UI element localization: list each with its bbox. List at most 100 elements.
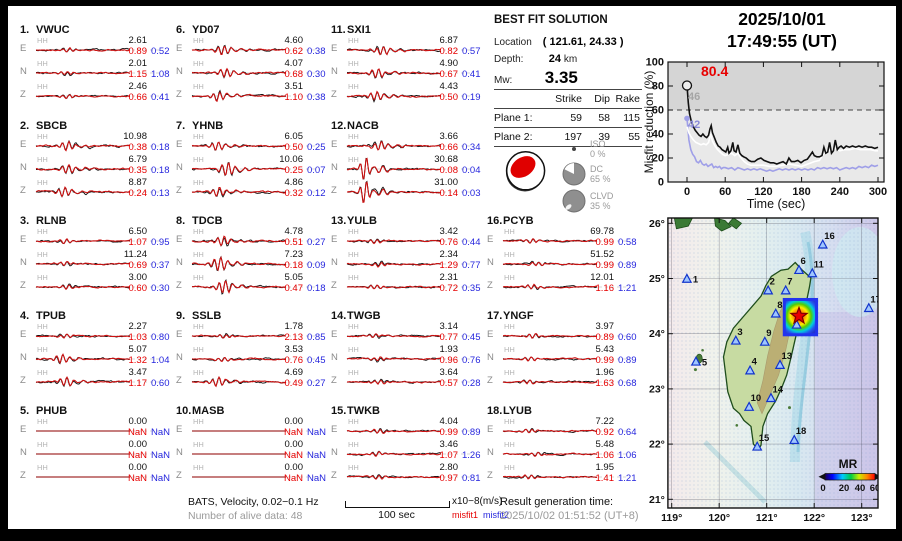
misfit2-value: 0.37 <box>151 260 170 271</box>
amplitude-value: 1.95 <box>595 462 615 473</box>
component-label: E <box>487 329 494 340</box>
location-row: Location ( 121.61, 24.33 ) <box>494 36 624 48</box>
component-label: E <box>20 43 27 54</box>
station-number: 3. <box>20 215 30 227</box>
component-label: E <box>20 329 27 340</box>
station-block: 12.NACB E HH 3.66 0.66 0.34 N HH 30.68 0… <box>331 120 483 208</box>
svg-text:23°: 23° <box>649 383 665 395</box>
misfit2-value: 0.45 <box>462 332 481 343</box>
component-label: E <box>20 139 27 150</box>
station-number: 15. <box>331 405 347 417</box>
station-number: 6. <box>176 24 186 36</box>
misfit1-value: 0.67 <box>439 69 459 80</box>
svg-text:120°: 120° <box>708 512 730 524</box>
misfit1-value: 0.47 <box>284 283 304 294</box>
amplitude-value: 4.78 <box>284 226 304 237</box>
waveform-plot <box>35 139 162 152</box>
station-name: SBCB <box>36 120 68 132</box>
misfit2-value: 1.21 <box>618 473 637 484</box>
table-header-row: Strike Dip Rake <box>494 91 642 107</box>
station-block: 10.MASB E HH 0.00 NaN NaN N HH 0.00 NaN … <box>176 405 328 493</box>
misfit2-value: 0.18 <box>307 283 326 294</box>
depth-row: Depth: 24 km <box>494 53 577 65</box>
y-axis-label: Misfit reduction (%) <box>644 71 656 174</box>
misfit2-value: 0.18 <box>151 165 170 176</box>
channel-label: HH <box>348 463 359 472</box>
svg-text:40: 40 <box>652 129 664 141</box>
map-grid <box>667 218 878 508</box>
waveform-plot <box>191 375 318 388</box>
amplitude-value: 2.27 <box>128 321 148 332</box>
rake-header: Rake <box>615 93 640 105</box>
waveform-plot <box>502 237 629 244</box>
clvd-name: CLVD <box>590 190 614 201</box>
mr-colorbar: MR 0 20 40 60 <box>818 457 879 494</box>
channel-label: HH <box>193 463 204 472</box>
purple-count-label: 42 <box>688 119 700 131</box>
station-name: NACB <box>347 120 379 132</box>
svg-text:22°: 22° <box>649 439 665 451</box>
station-header: 5. PHUB <box>20 405 172 420</box>
event-time: 17:49:55 (UT) <box>727 31 837 51</box>
misfit2-value: 0.60 <box>618 332 637 343</box>
channel-label: HH <box>348 155 359 164</box>
waveform-plot <box>346 450 473 458</box>
misfit2-value: 1.26 <box>462 450 481 461</box>
misfit1-value: 0.77 <box>439 332 459 343</box>
station-number: 14. <box>331 310 347 322</box>
component-label: Z <box>331 89 337 100</box>
misfit2-value: 0.03 <box>462 188 481 199</box>
misfit2-value: 0.41 <box>151 92 170 103</box>
misfit-purple <box>686 118 879 173</box>
trace-row: E HH 2.61 0.89 0.52 <box>20 35 172 62</box>
trace-row: N HH 3.53 0.76 0.45 <box>176 344 328 371</box>
waveform-plot <box>191 162 318 177</box>
amplitude-value: 5.07 <box>128 344 148 355</box>
misfit1-value: 0.66 <box>128 92 148 103</box>
station-name: SSLB <box>192 310 222 322</box>
station-header: 9. SSLB <box>176 310 328 325</box>
svg-text:24°: 24° <box>649 328 665 340</box>
station-triangle <box>791 319 802 329</box>
channel-label: HH <box>37 440 48 449</box>
clvd-item: CLVD 35 % <box>562 187 646 214</box>
amplitude-value: 7.23 <box>284 249 304 260</box>
misfit1-value: 0.57 <box>439 378 459 389</box>
channel-label: HH <box>348 273 359 282</box>
svg-text:180: 180 <box>792 186 810 198</box>
focal-mechanism-beachball <box>505 151 546 192</box>
amplitude-value: 3.00 <box>128 272 148 283</box>
misfit1-value: 1.17 <box>128 378 148 389</box>
channel-label: HH <box>348 322 359 331</box>
component-label: Z <box>331 375 337 386</box>
channel-label: HH <box>193 417 204 426</box>
waveform-plot <box>502 474 629 480</box>
channel-label: HH <box>504 417 515 426</box>
location-label: Location <box>494 37 532 48</box>
trace-row: E HH 6.87 0.82 0.57 <box>331 35 483 62</box>
svg-text:26°: 26° <box>649 218 665 230</box>
misfit1-value: NaN <box>127 450 147 461</box>
station-name: PCYB <box>503 215 534 227</box>
channel-label: HH <box>37 227 48 236</box>
channel-label: HH <box>37 82 48 91</box>
misfit1-value: NaN <box>127 473 147 484</box>
trace-row: E HH 6.50 1.07 0.95 <box>20 226 172 253</box>
station-name: TWKB <box>347 405 380 417</box>
waveform-plot <box>346 378 473 385</box>
station-name: SXI1 <box>347 24 371 36</box>
channel-label: HH <box>348 36 359 45</box>
station-block: 5. PHUB E HH 0.00 NaN NaN N HH 0.00 NaN N… <box>20 405 172 493</box>
component-label: N <box>20 257 27 268</box>
amplitude-units: x10−8(m/s) <box>452 496 503 507</box>
amplitude-value: 2.31 <box>439 272 459 283</box>
map-body: 1 2 3 4 5 67 8 9 10 11 13 14 15 16 17 18 MR 0 20 40 60 <box>667 218 879 508</box>
amplitude-value: 3.42 <box>439 226 459 237</box>
component-label: N <box>176 66 183 77</box>
misfit2-value: 0.04 <box>462 165 481 176</box>
mountain-ridge <box>756 302 791 415</box>
misfit1-value: 0.50 <box>439 92 459 103</box>
station-block: 3. RLNB E HH 6.50 1.07 0.95 N HH 11.24 0.… <box>20 215 172 303</box>
misfit1-value: 0.97 <box>439 473 459 484</box>
misfit2-value: 0.38 <box>307 46 326 57</box>
